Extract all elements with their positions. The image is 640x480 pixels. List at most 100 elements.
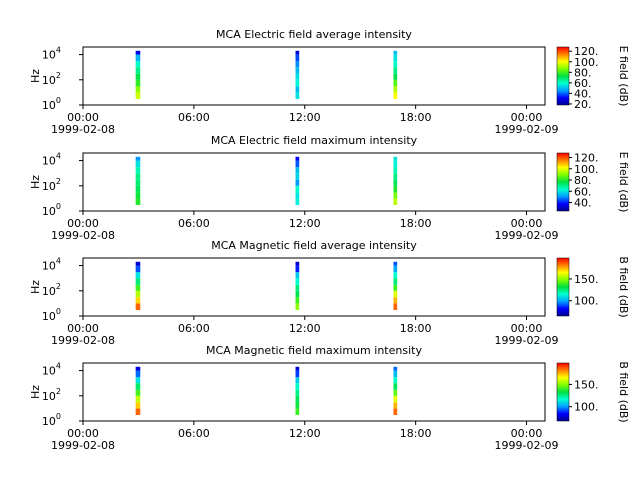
spectrogram-cell <box>393 160 398 168</box>
axes-frame <box>82 46 546 106</box>
spectrogram-cell <box>295 79 300 87</box>
x-date-label: 1999-02-09 <box>495 229 559 242</box>
colorbar-tick-label: 40. <box>574 197 592 210</box>
colorbar-tick-label: 20. <box>574 98 592 111</box>
y-tick-exponent: 2 <box>56 71 61 80</box>
y-tick-exponent: 0 <box>56 307 61 316</box>
spectrogram-cell <box>295 192 300 199</box>
spectrogram-cell <box>135 173 141 180</box>
spectrogram-cell <box>393 389 398 396</box>
colorbar <box>556 46 570 106</box>
spectrogram-cell <box>295 278 300 285</box>
y-tick-label: 100 <box>42 307 61 323</box>
x-tick-label: 18:00 <box>400 427 432 440</box>
spectrogram-cell <box>135 156 141 161</box>
x-tick-label: 00:00 <box>511 427 543 440</box>
colorbar-tick-label: 100. <box>574 163 599 176</box>
x-tick-label: 12:00 <box>289 427 321 440</box>
y-tick-exponent: 4 <box>56 152 61 161</box>
spectrogram-cell <box>295 297 300 304</box>
colorbar-label: E field (dB) <box>617 46 630 107</box>
x-tick-label: 00:00 <box>511 111 543 124</box>
spectrogram-cell <box>295 67 300 74</box>
x-tick-label: 00:00 <box>67 111 99 124</box>
x-date-label: 1999-02-08 <box>51 229 115 242</box>
panel-title: MCA Magnetic field maximum intensity <box>206 344 422 357</box>
spectrogram-cell <box>295 370 300 378</box>
spectrogram-cell <box>135 370 141 378</box>
colorbar-label: B field (dB) <box>617 256 630 317</box>
spectrogram-cell <box>135 297 141 304</box>
spectrogram-cell <box>135 73 141 80</box>
spectrogram-cell <box>393 92 398 99</box>
x-tick-label: 00:00 <box>67 427 99 440</box>
y-tick-label: 104 <box>42 257 61 273</box>
spectrogram-cell <box>393 156 398 161</box>
spectrogram-cell <box>295 290 300 298</box>
colorbar-tick-label: 100. <box>574 56 599 69</box>
spectrogram-cell <box>295 167 300 174</box>
spectrogram-cell <box>135 272 141 279</box>
x-tick-label: 00:00 <box>67 217 99 230</box>
spectrogram-cell <box>135 366 141 371</box>
spectrogram-cell <box>393 383 398 390</box>
panel-title: MCA Magnetic field average intensity <box>211 239 417 252</box>
spectrogram-cell <box>135 167 141 174</box>
colorbar-tick-label: 40. <box>574 87 592 100</box>
x-date-label: 1999-02-08 <box>51 439 115 452</box>
spectrogram-cell <box>393 370 398 378</box>
x-tick-label: 00:00 <box>67 322 99 335</box>
spectrogram-cell <box>393 67 398 74</box>
y-axis-label: Hz <box>29 280 42 294</box>
spectrogram-cell <box>393 303 398 310</box>
spectrogram-cell <box>295 86 300 93</box>
spectrogram-cell <box>135 86 141 93</box>
spectrogram-cell <box>135 179 141 186</box>
colorbar-tick-label: 120. <box>574 45 599 58</box>
colorbar-label: E field (dB) <box>617 152 630 213</box>
axes-frame <box>82 362 546 422</box>
spectrogram-cell <box>135 408 141 415</box>
spectrogram-cell <box>295 92 300 99</box>
spectrogram-cell <box>393 377 398 384</box>
spectrogram-cell <box>393 167 398 174</box>
y-tick-exponent: 0 <box>56 412 61 421</box>
spectrogram-cell <box>295 366 300 371</box>
y-tick-exponent: 0 <box>56 202 61 211</box>
spectrogram-cell <box>393 395 398 403</box>
spectrogram-cell <box>135 278 141 285</box>
spectrogram-cell <box>135 192 141 199</box>
x-tick-label: 06:00 <box>178 111 210 124</box>
y-tick-label: 104 <box>42 152 61 168</box>
y-axis-label: Hz <box>29 175 42 189</box>
colorbar <box>556 152 570 212</box>
y-tick-label: 100 <box>42 412 61 428</box>
y-tick-label: 102 <box>42 282 61 298</box>
y-tick-label: 102 <box>42 177 61 193</box>
y-tick-exponent: 2 <box>56 177 61 186</box>
colorbar-tick-label: 120. <box>574 152 599 165</box>
spectrogram-cell <box>135 303 141 310</box>
x-date-label: 1999-02-08 <box>51 123 115 136</box>
spectrogram-cell <box>393 284 398 291</box>
spectrogram-cell <box>295 198 300 205</box>
x-tick-label: 06:00 <box>178 217 210 230</box>
spectrogram-cell <box>295 160 300 168</box>
colorbar-label: B field (dB) <box>617 361 630 422</box>
spectrogram-cell <box>295 185 300 193</box>
y-tick-label: 104 <box>42 362 61 378</box>
spectrogram-cell <box>393 86 398 93</box>
spectrogram-cell <box>135 377 141 384</box>
colorbar-tick-label: 150. <box>574 378 599 391</box>
spectrogram-cell <box>393 73 398 80</box>
spectrogram-cell <box>135 50 141 55</box>
spectrogram-cell <box>135 395 141 403</box>
panel-title: MCA Electric field average intensity <box>216 28 412 41</box>
spectrogram-cell <box>135 290 141 298</box>
spectrogram-cell <box>393 179 398 186</box>
spectrogram-cell <box>135 402 141 409</box>
spectrogram-cell <box>393 366 398 371</box>
x-tick-label: 18:00 <box>400 217 432 230</box>
spectrogram-cell <box>135 185 141 193</box>
x-tick-label: 06:00 <box>178 427 210 440</box>
